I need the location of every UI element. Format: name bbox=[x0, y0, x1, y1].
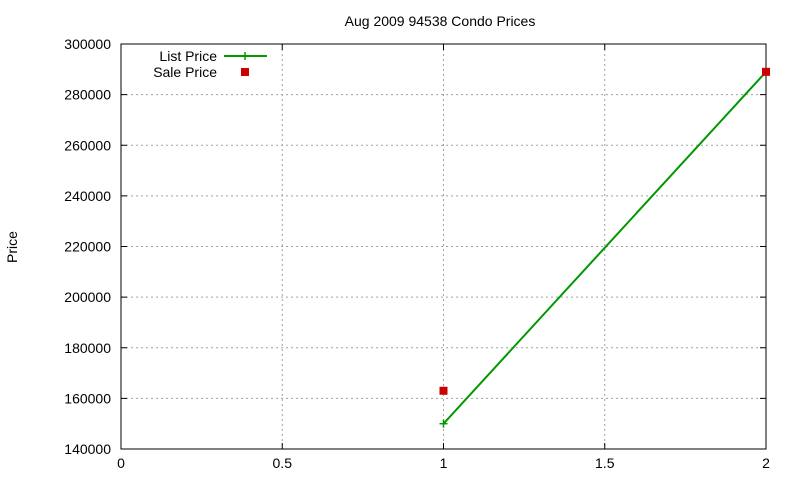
chart-title: Aug 2009 94538 Condo Prices bbox=[345, 13, 536, 29]
y-tick-label: 280000 bbox=[64, 87, 111, 103]
legend-label: Sale Price bbox=[153, 64, 217, 80]
data-point bbox=[439, 386, 448, 395]
x-tick-label: 0.5 bbox=[273, 455, 293, 471]
legend-item: Sale Price bbox=[153, 64, 249, 80]
y-tick-label: 140000 bbox=[64, 441, 111, 457]
series-sale-price bbox=[439, 67, 770, 395]
y-tick-label: 220000 bbox=[64, 239, 111, 255]
legend-marker bbox=[241, 52, 249, 60]
data-point bbox=[762, 67, 770, 76]
y-tick-label: 160000 bbox=[64, 390, 111, 406]
y-tick-label: 260000 bbox=[64, 137, 111, 153]
legend-marker bbox=[241, 68, 249, 76]
y-tick-label: 300000 bbox=[64, 36, 111, 52]
y-tick-label: 200000 bbox=[64, 289, 111, 305]
x-tick-label: 2 bbox=[762, 455, 770, 471]
series-list-price bbox=[439, 67, 770, 428]
y-tick-label: 180000 bbox=[64, 340, 111, 356]
axis-ticks: 0 0.5 1 1.5 2 140000 160000 180000 200000 220000 2… bbox=[64, 36, 770, 471]
y-axis-label: Price bbox=[4, 231, 20, 263]
data-point bbox=[439, 419, 448, 428]
x-tick-label: 0 bbox=[117, 455, 125, 471]
legend-label: List Price bbox=[159, 48, 217, 64]
y-tick-label: 240000 bbox=[64, 188, 111, 204]
series-line bbox=[442, 71, 767, 425]
legend-item: List Price bbox=[159, 48, 267, 64]
series bbox=[439, 67, 770, 428]
x-tick-label: 1.5 bbox=[595, 455, 615, 471]
x-tick-label: 1 bbox=[440, 455, 448, 471]
